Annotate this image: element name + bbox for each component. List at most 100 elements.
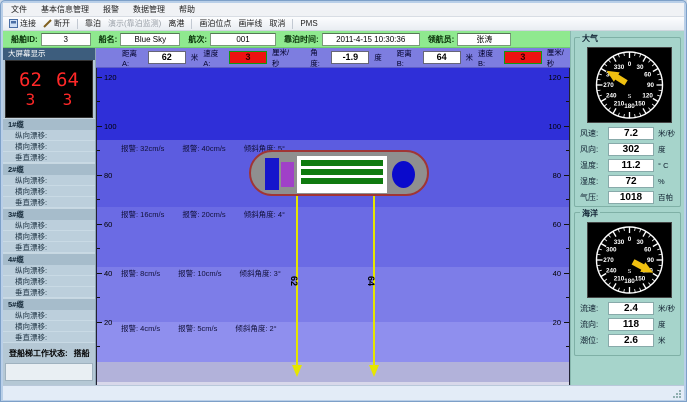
ocean-group: 海洋 0306090120150180210240270300330S 流速:2… <box>574 208 682 356</box>
disconnect-button[interactable]: 断开 <box>43 18 70 29</box>
svg-text:210: 210 <box>614 100 625 107</box>
svg-text:S: S <box>628 269 632 275</box>
ruler-label-left: 100 <box>104 122 117 131</box>
ruler-label-right: 100 <box>548 122 561 131</box>
ocean-value: 118 <box>608 317 654 331</box>
atmosphere-unit: 度 <box>658 144 666 154</box>
atmosphere-row: 风速: 7.2 米/秒 <box>575 125 682 141</box>
ruler-tick <box>97 273 102 274</box>
menu-file[interactable]: 文件 <box>11 5 27 14</box>
led-speed-a: 3 <box>25 89 36 109</box>
svg-text:210: 210 <box>614 275 625 282</box>
left-sidebar: 大屏幕显示 62 64 3 3 1#缆 纵向漂移: 横向漂移: 垂直漂移: 2#缆 纵向漂… <box>3 48 96 385</box>
drift-readout-label: 垂直漂移: <box>3 197 95 208</box>
berthing-chart: 距离A: 62 米 速度A: 3 厘米/秒 角度: -1.9 度 距离B: 64… <box>96 48 570 385</box>
distance-line-b <box>373 196 375 366</box>
svg-text:240: 240 <box>606 93 617 100</box>
gangway-status-label: 登船梯工作状态: <box>9 348 68 358</box>
speed-band-4 <box>97 267 569 322</box>
demo-monitor-button[interactable]: 演示(靠泊监测) <box>108 19 162 28</box>
quay-band <box>97 362 569 382</box>
alarm-text: 报警: 20cm/s <box>182 210 226 219</box>
ship-id-field[interactable]: 3 <box>40 32 91 46</box>
distance-b-value: 64 <box>422 51 461 64</box>
status-bar <box>3 385 684 400</box>
ruler-tick <box>564 273 569 274</box>
svg-text:30: 30 <box>636 239 644 246</box>
drift-readout-label: 纵向漂移: <box>3 220 95 231</box>
alarm-text: 报警: 16cm/s <box>121 210 165 219</box>
distance-a-unit: 米 <box>190 53 199 62</box>
pms-button[interactable]: PMS <box>300 19 318 28</box>
speed-band-5 <box>97 322 569 362</box>
ruler-minor-tick <box>566 248 569 249</box>
led-distance-a: 62 <box>19 68 42 91</box>
pilot-field[interactable]: 张涛 <box>457 32 512 46</box>
mooring-group-title: 5#缆 <box>3 298 95 310</box>
svg-text:60: 60 <box>644 72 652 79</box>
ruler-tick <box>97 126 102 127</box>
drift-readout-label: 横向漂移: <box>3 186 95 197</box>
ruler-label-left: 40 <box>104 269 113 278</box>
atmosphere-value: 7.2 <box>608 126 654 140</box>
alarm-text: 报警: 8cm/s <box>121 269 161 278</box>
ship-bow-ellipse <box>392 161 415 188</box>
draw-shoreline-button[interactable]: 画岸线 <box>238 19 263 28</box>
ocean-row: 流向: 118 度 <box>575 316 682 332</box>
connect-label: 连接 <box>20 19 36 28</box>
svg-text:330: 330 <box>614 64 625 71</box>
ruler-tick <box>97 224 102 225</box>
cargo-stripe <box>301 169 383 175</box>
alarm-text: 报警: 32cm/s <box>121 144 165 153</box>
led-display-panel: 62 64 3 3 <box>5 60 93 118</box>
mooring-group-5: 5#缆 纵向漂移: 横向漂移: 垂直漂移: <box>3 298 95 343</box>
distance-arrow-b <box>369 365 379 377</box>
ruler-tick <box>97 77 102 78</box>
ruler-minor-tick <box>566 150 569 151</box>
alarm-line-row: 报警: 4cm/s 报警: 5cm/s 倾斜角度: 2° <box>121 323 277 334</box>
menu-bar: 文件 基本信息管理 报警 数据管理 帮助 <box>3 3 684 17</box>
atmosphere-group: 大气 0306090120150180210240270300330S 风速:7… <box>574 33 682 207</box>
berth-button[interactable]: 靠泊 <box>85 19 101 28</box>
ruler-label-left: 60 <box>104 220 113 229</box>
resize-grip[interactable] <box>673 389 682 398</box>
ship-name-field[interactable]: Blue Sky <box>120 32 181 46</box>
menu-help[interactable]: 帮助 <box>179 5 195 14</box>
alarm-line-row: 报警: 16cm/s 报警: 20cm/s 倾斜角度: 4° <box>121 209 285 220</box>
ocean-unit: 米 <box>658 335 666 345</box>
menu-alarm[interactable]: 报警 <box>103 5 119 14</box>
drift-readout-label: 横向漂移: <box>3 321 95 332</box>
svg-text:0: 0 <box>628 61 632 68</box>
svg-text:240: 240 <box>606 268 617 275</box>
ruler-tick <box>564 77 569 78</box>
atmosphere-value: 1018 <box>608 190 654 204</box>
menu-basic-info[interactable]: 基本信息管理 <box>41 5 89 14</box>
ruler-minor-tick <box>97 297 100 298</box>
berth-time-field[interactable]: 2011-4-15 10:30:36 <box>321 32 420 46</box>
sidebar-bottom-panel <box>5 363 93 381</box>
draw-berth-point-button[interactable]: 画泊位点 <box>199 19 232 28</box>
depart-button[interactable]: 离港 <box>168 19 185 28</box>
svg-text:30: 30 <box>636 64 644 71</box>
atmosphere-row: 温度: 11.2 ° C <box>575 157 682 173</box>
drift-readout-label: 纵向漂移: <box>3 265 95 276</box>
ruler-label-right: 80 <box>552 171 561 180</box>
ruler-tick <box>564 224 569 225</box>
voyage-field[interactable]: 001 <box>210 32 277 46</box>
menu-data-mgmt[interactable]: 数据管理 <box>133 5 165 14</box>
speed-b-value: 3 <box>503 51 542 64</box>
svg-text:150: 150 <box>635 100 646 107</box>
alarm-text: 报警: 40cm/s <box>182 144 226 153</box>
cargo-stripe <box>301 160 383 166</box>
atmosphere-unit: ° C <box>658 160 669 170</box>
alarm-text: 报警: 5cm/s <box>178 324 218 333</box>
alarm-line-row: 报警: 32cm/s 报警: 40cm/s 倾斜角度: 5° <box>121 143 285 154</box>
alarm-text: 报警: 4cm/s <box>121 324 161 333</box>
atmosphere-unit: 米/秒 <box>658 128 676 138</box>
connect-icon <box>9 19 18 28</box>
svg-text:60: 60 <box>644 247 652 254</box>
atmosphere-readouts: 风速: 7.2 米/秒 风向: 302 度温度: 11.2 ° C 湿度: 72% 气压: 1018 百… <box>575 125 682 205</box>
connect-button[interactable]: 连接 <box>9 18 36 29</box>
cancel-button[interactable]: 取消 <box>269 19 286 28</box>
